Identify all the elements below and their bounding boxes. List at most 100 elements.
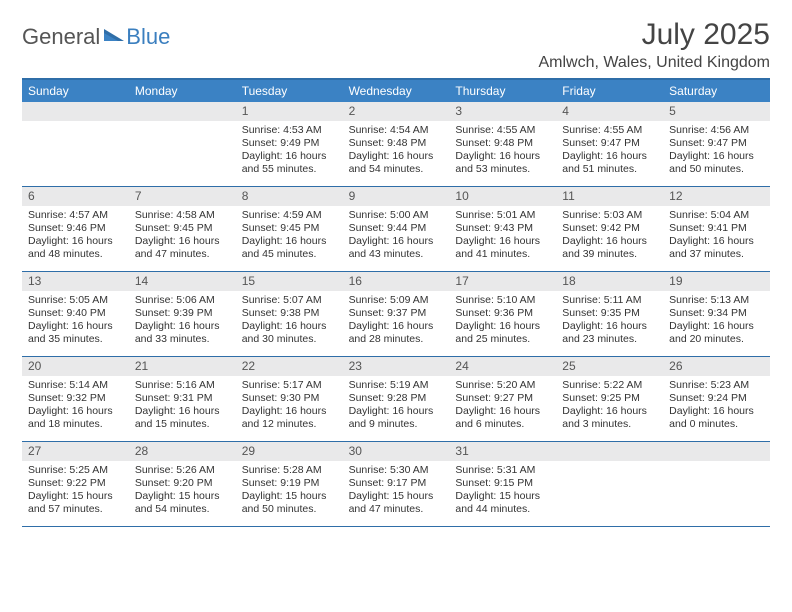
empty-cell [22, 102, 129, 186]
day-body [556, 461, 663, 521]
sunset-text: Sunset: 9:48 PM [349, 137, 444, 150]
daylight-text: Daylight: 16 hours and 15 minutes. [135, 405, 230, 431]
day-number: 5 [663, 102, 770, 121]
sunrise-text: Sunrise: 4:55 AM [455, 124, 550, 137]
day-cell: 19Sunrise: 5:13 AMSunset: 9:34 PMDayligh… [663, 272, 770, 356]
week-row: 20Sunrise: 5:14 AMSunset: 9:32 PMDayligh… [22, 357, 770, 442]
sunset-text: Sunset: 9:47 PM [669, 137, 764, 150]
sunrise-text: Sunrise: 5:14 AM [28, 379, 123, 392]
daylight-text: Daylight: 16 hours and 18 minutes. [28, 405, 123, 431]
day-cell: 2Sunrise: 4:54 AMSunset: 9:48 PMDaylight… [343, 102, 450, 186]
day-body: Sunrise: 5:09 AMSunset: 9:37 PMDaylight:… [343, 291, 450, 353]
sunrise-text: Sunrise: 5:10 AM [455, 294, 550, 307]
day-body: Sunrise: 4:55 AMSunset: 9:47 PMDaylight:… [556, 121, 663, 183]
day-body: Sunrise: 5:23 AMSunset: 9:24 PMDaylight:… [663, 376, 770, 438]
daylight-text: Daylight: 15 hours and 50 minutes. [242, 490, 337, 516]
sunset-text: Sunset: 9:35 PM [562, 307, 657, 320]
sunset-text: Sunset: 9:43 PM [455, 222, 550, 235]
day-number [22, 102, 129, 121]
day-number: 6 [22, 187, 129, 206]
day-body: Sunrise: 5:31 AMSunset: 9:15 PMDaylight:… [449, 461, 556, 523]
day-number: 19 [663, 272, 770, 291]
sunset-text: Sunset: 9:32 PM [28, 392, 123, 405]
week-row: 13Sunrise: 5:05 AMSunset: 9:40 PMDayligh… [22, 272, 770, 357]
day-body: Sunrise: 5:05 AMSunset: 9:40 PMDaylight:… [22, 291, 129, 353]
sunset-text: Sunset: 9:36 PM [455, 307, 550, 320]
day-number: 26 [663, 357, 770, 376]
day-number [663, 442, 770, 461]
day-cell: 29Sunrise: 5:28 AMSunset: 9:19 PMDayligh… [236, 442, 343, 526]
week-row: 27Sunrise: 5:25 AMSunset: 9:22 PMDayligh… [22, 442, 770, 527]
day-number: 2 [343, 102, 450, 121]
logo-text-blue: Blue [126, 24, 170, 50]
calendar: SundayMondayTuesdayWednesdayThursdayFrid… [22, 78, 770, 527]
logo-text-general: General [22, 24, 100, 50]
day-cell: 20Sunrise: 5:14 AMSunset: 9:32 PMDayligh… [22, 357, 129, 441]
sunrise-text: Sunrise: 5:26 AM [135, 464, 230, 477]
sunrise-text: Sunrise: 5:31 AM [455, 464, 550, 477]
daylight-text: Daylight: 16 hours and 35 minutes. [28, 320, 123, 346]
day-cell: 17Sunrise: 5:10 AMSunset: 9:36 PMDayligh… [449, 272, 556, 356]
sunset-text: Sunset: 9:45 PM [135, 222, 230, 235]
day-number: 9 [343, 187, 450, 206]
day-number: 22 [236, 357, 343, 376]
sunrise-text: Sunrise: 5:23 AM [669, 379, 764, 392]
day-body: Sunrise: 4:59 AMSunset: 9:45 PMDaylight:… [236, 206, 343, 268]
daylight-text: Daylight: 16 hours and 6 minutes. [455, 405, 550, 431]
sunrise-text: Sunrise: 4:56 AM [669, 124, 764, 137]
day-number: 11 [556, 187, 663, 206]
empty-cell [556, 442, 663, 526]
day-cell: 11Sunrise: 5:03 AMSunset: 9:42 PMDayligh… [556, 187, 663, 271]
daylight-text: Daylight: 15 hours and 54 minutes. [135, 490, 230, 516]
day-body [129, 121, 236, 181]
day-cell: 3Sunrise: 4:55 AMSunset: 9:48 PMDaylight… [449, 102, 556, 186]
sunrise-text: Sunrise: 5:13 AM [669, 294, 764, 307]
day-cell: 21Sunrise: 5:16 AMSunset: 9:31 PMDayligh… [129, 357, 236, 441]
daylight-text: Daylight: 16 hours and 3 minutes. [562, 405, 657, 431]
day-body: Sunrise: 5:13 AMSunset: 9:34 PMDaylight:… [663, 291, 770, 353]
day-number: 21 [129, 357, 236, 376]
daylight-text: Daylight: 16 hours and 50 minutes. [669, 150, 764, 176]
logo: General Blue [22, 24, 170, 50]
day-body: Sunrise: 5:17 AMSunset: 9:30 PMDaylight:… [236, 376, 343, 438]
day-cell: 1Sunrise: 4:53 AMSunset: 9:49 PMDaylight… [236, 102, 343, 186]
day-body: Sunrise: 5:26 AMSunset: 9:20 PMDaylight:… [129, 461, 236, 523]
day-cell: 10Sunrise: 5:01 AMSunset: 9:43 PMDayligh… [449, 187, 556, 271]
sunset-text: Sunset: 9:25 PM [562, 392, 657, 405]
weekday-header: Monday [129, 80, 236, 102]
day-cell: 31Sunrise: 5:31 AMSunset: 9:15 PMDayligh… [449, 442, 556, 526]
daylight-text: Daylight: 16 hours and 0 minutes. [669, 405, 764, 431]
day-number: 15 [236, 272, 343, 291]
day-number [556, 442, 663, 461]
day-cell: 14Sunrise: 5:06 AMSunset: 9:39 PMDayligh… [129, 272, 236, 356]
sunset-text: Sunset: 9:37 PM [349, 307, 444, 320]
day-cell: 16Sunrise: 5:09 AMSunset: 9:37 PMDayligh… [343, 272, 450, 356]
daylight-text: Daylight: 16 hours and 54 minutes. [349, 150, 444, 176]
day-body: Sunrise: 5:07 AMSunset: 9:38 PMDaylight:… [236, 291, 343, 353]
weekday-header: Tuesday [236, 80, 343, 102]
day-number: 28 [129, 442, 236, 461]
day-body: Sunrise: 5:11 AMSunset: 9:35 PMDaylight:… [556, 291, 663, 353]
sunset-text: Sunset: 9:34 PM [669, 307, 764, 320]
empty-cell [129, 102, 236, 186]
day-number: 7 [129, 187, 236, 206]
daylight-text: Daylight: 16 hours and 12 minutes. [242, 405, 337, 431]
day-cell: 7Sunrise: 4:58 AMSunset: 9:45 PMDaylight… [129, 187, 236, 271]
day-body: Sunrise: 5:01 AMSunset: 9:43 PMDaylight:… [449, 206, 556, 268]
daylight-text: Daylight: 15 hours and 47 minutes. [349, 490, 444, 516]
day-number: 3 [449, 102, 556, 121]
day-body: Sunrise: 5:10 AMSunset: 9:36 PMDaylight:… [449, 291, 556, 353]
sunrise-text: Sunrise: 5:05 AM [28, 294, 123, 307]
day-body: Sunrise: 4:55 AMSunset: 9:48 PMDaylight:… [449, 121, 556, 183]
daylight-text: Daylight: 16 hours and 41 minutes. [455, 235, 550, 261]
daylight-text: Daylight: 16 hours and 25 minutes. [455, 320, 550, 346]
day-cell: 9Sunrise: 5:00 AMSunset: 9:44 PMDaylight… [343, 187, 450, 271]
day-body: Sunrise: 5:20 AMSunset: 9:27 PMDaylight:… [449, 376, 556, 438]
sunrise-text: Sunrise: 5:25 AM [28, 464, 123, 477]
sunset-text: Sunset: 9:19 PM [242, 477, 337, 490]
daylight-text: Daylight: 16 hours and 30 minutes. [242, 320, 337, 346]
sunrise-text: Sunrise: 4:57 AM [28, 209, 123, 222]
sunset-text: Sunset: 9:45 PM [242, 222, 337, 235]
sunrise-text: Sunrise: 4:58 AM [135, 209, 230, 222]
week-row: 1Sunrise: 4:53 AMSunset: 9:49 PMDaylight… [22, 102, 770, 187]
